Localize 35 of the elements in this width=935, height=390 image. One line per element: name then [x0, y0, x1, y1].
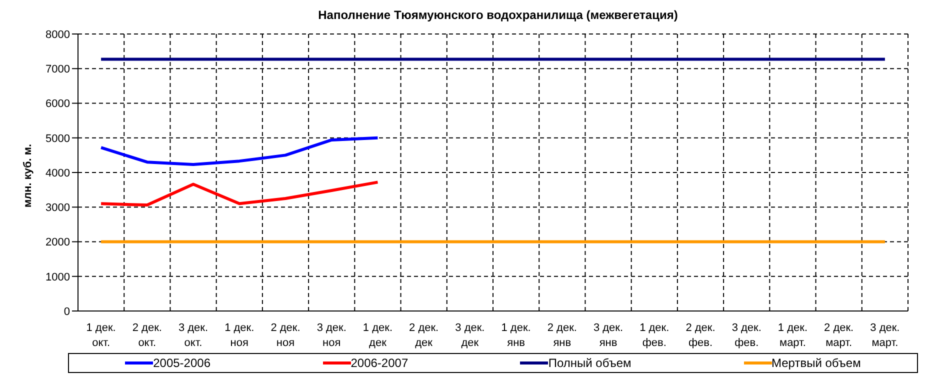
x-tick-label: 1 дек. ноя: [224, 322, 254, 349]
legend-label: Полный объем: [548, 356, 632, 370]
legend-label: Мертвый объем: [772, 356, 861, 370]
y-tick-label: 5000: [46, 132, 70, 145]
x-tick-label: 3 дек. ноя: [316, 322, 346, 349]
y-tick-label: 8000: [46, 28, 70, 41]
x-tick-label: 3 дек. янв: [593, 322, 624, 349]
x-tick-label: 1 дек. фев.: [640, 322, 670, 349]
y-tick-label: 4000: [46, 167, 70, 180]
x-tick-label: 2 дек. окт.: [132, 322, 162, 349]
x-tick-label: 1 дек. янв: [501, 322, 531, 349]
x-tick-label: 3 дек. окт.: [178, 322, 208, 349]
line-series: [100, 136, 380, 166]
x-tick-label: 2 дек. дек: [409, 322, 439, 349]
x-tick-label: 1 дек. окт.: [86, 322, 116, 349]
y-tick-label: 7000: [46, 64, 70, 76]
x-tick-label: 3 дек. фев.: [732, 322, 762, 349]
line-series: [100, 180, 380, 207]
x-tick-label: 2 дек. фев.: [686, 322, 716, 349]
y-tick-label: 1000: [46, 271, 70, 284]
legend-label: 2006-2007: [350, 356, 408, 370]
x-tick-label: 1 дек. март.: [778, 322, 808, 349]
y-tick-label: 0: [64, 306, 70, 318]
y-axis-title: млн. куб. м.: [22, 144, 34, 208]
x-tick-label: 3 дек. март.: [870, 322, 900, 349]
x-tick-label: 3 дек. дек: [455, 322, 485, 349]
x-tick-label: 2 дек. ноя: [270, 322, 300, 349]
y-tick-label: 6000: [46, 98, 70, 110]
y-tick-label: 3000: [46, 202, 70, 214]
x-tick-label: 2 дек. янв: [547, 322, 577, 349]
x-tick-label: 1 дек. дек: [362, 322, 393, 349]
x-tick-label: 2 дек. март.: [824, 322, 854, 349]
y-tick-label: 2000: [46, 236, 70, 249]
legend-label: 2005-2006: [153, 356, 210, 370]
chart-title: Наполнение Тюямуюнского водохранилища (межвегетация): [317, 8, 679, 22]
